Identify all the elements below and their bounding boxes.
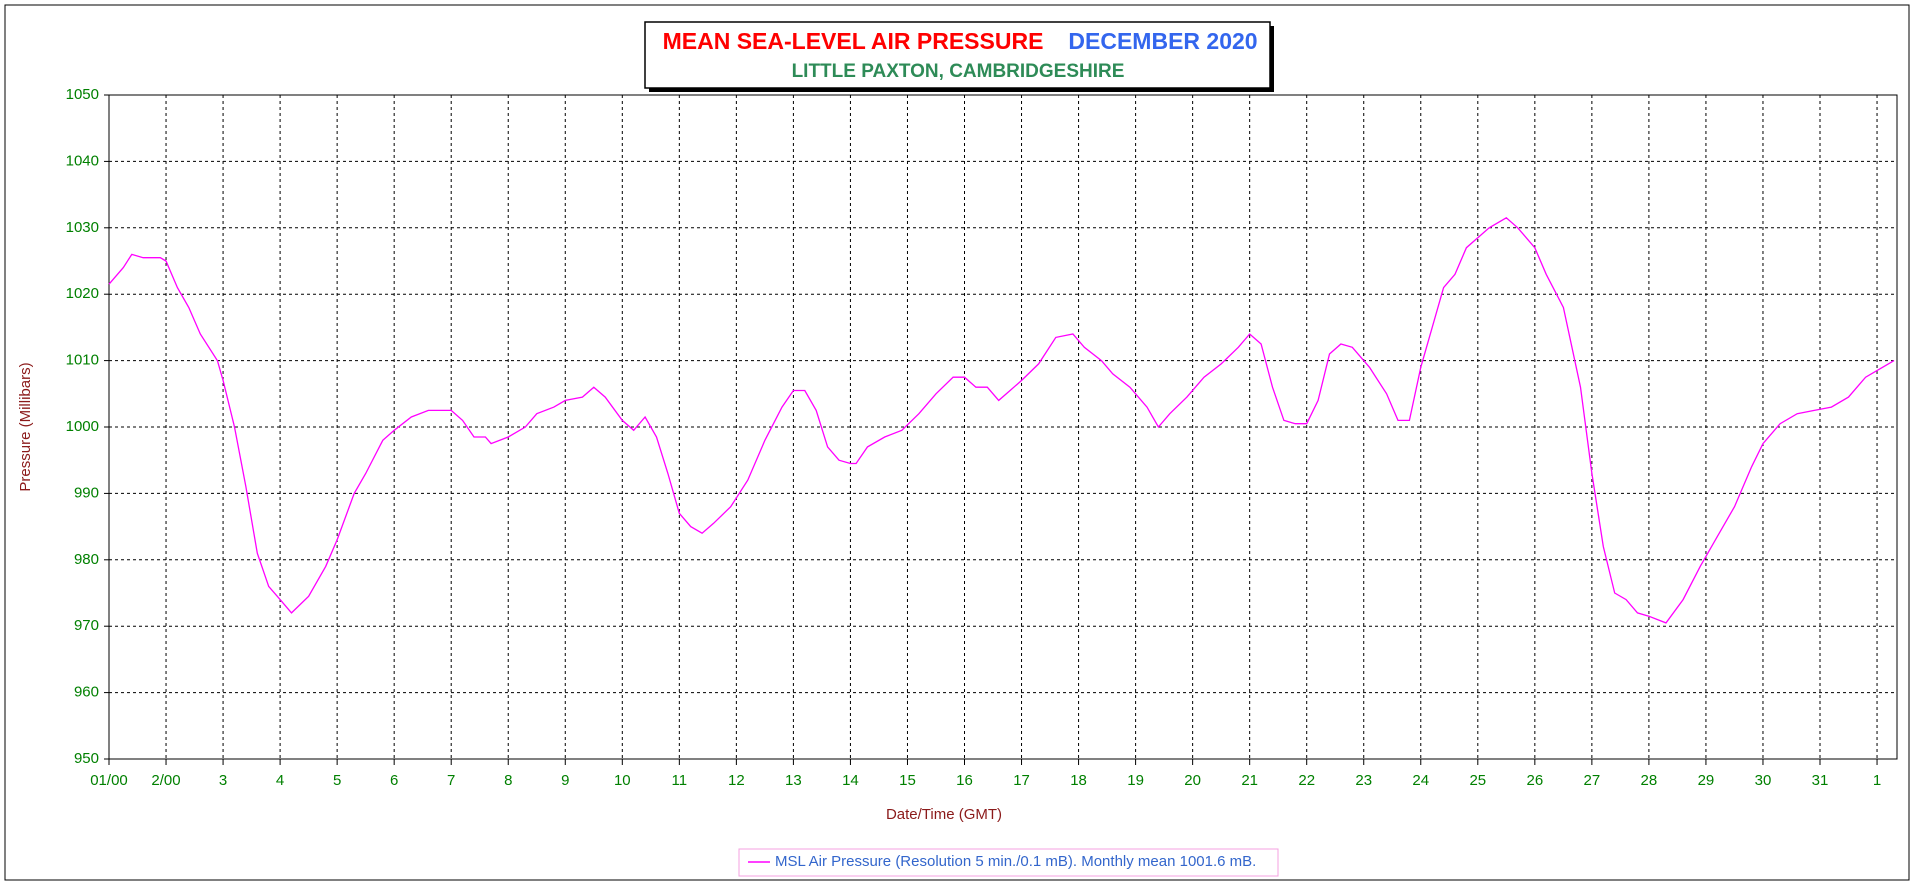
x-tick-label: 26 [1526,772,1543,789]
x-tick-label: 12 [728,772,745,789]
y-tick-label: 970 [74,617,99,634]
y-tick-label: 1030 [66,219,99,236]
title-box [644,21,1271,89]
x-tick-label: 13 [785,772,802,789]
x-tick-label: 21 [1241,772,1258,789]
plot-border [108,94,1898,760]
x-axis-label: Date/Time (GMT) [886,806,1002,823]
x-tick-label: 14 [842,772,859,789]
chart-title: MEAN SEA-LEVEL AIR PRESSURE [663,28,1044,54]
x-tick-label: 18 [1070,772,1087,789]
x-tick-label: 20 [1184,772,1201,789]
x-tick-label: 15 [899,772,916,789]
x-tick-label: 6 [390,772,398,789]
x-tick-label: 22 [1298,772,1315,789]
y-tick-label: 980 [74,551,99,568]
x-tick-label: 19 [1127,772,1144,789]
x-tick-label: 25 [1469,772,1486,789]
x-tick-label: 7 [447,772,455,789]
x-tick-label: 1 [1873,772,1881,789]
y-tick-label: 1000 [66,418,99,435]
y-tick-label: 990 [74,484,99,501]
chart-subtitle: LITTLE PAXTON, CAMBRIDGESHIRE [792,61,1125,82]
x-tick-label: 11 [672,772,688,789]
y-axis-label: Pressure (Millibars) [17,362,34,491]
y-tick-label: 1040 [66,152,99,169]
x-tick-label: 24 [1412,772,1429,789]
x-tick-label: 30 [1755,772,1772,789]
legend-label: MSL Air Pressure (Resolution 5 min./0.1 … [775,853,1256,870]
legend [738,848,1279,877]
x-tick-label: 3 [219,772,227,789]
y-tick-label: 960 [74,684,99,701]
x-tick-label: 8 [504,772,512,789]
y-tick-label: 1010 [66,352,99,369]
x-tick-label: 29 [1698,772,1715,789]
x-tick-label: 23 [1355,772,1372,789]
x-tick-label: 4 [276,772,284,789]
x-tick-label: 5 [333,772,341,789]
y-tick-label: 1050 [66,86,99,103]
series-line [108,217,1895,624]
x-tick-label: 16 [956,772,973,789]
y-tick-label: 1020 [66,285,99,302]
chart-title-period: DECEMBER 2020 [1068,28,1257,54]
x-tick-label: 10 [614,772,631,789]
x-tick-label: 01/00 [90,772,128,789]
x-tick-label: 17 [1013,772,1030,789]
x-tick-label: 2/00 [151,772,180,789]
x-tick-label: 28 [1641,772,1658,789]
y-tick-label: 950 [74,750,99,767]
x-tick-label: 27 [1584,772,1601,789]
x-tick-label: 31 [1812,772,1829,789]
x-tick-label: 9 [561,772,569,789]
